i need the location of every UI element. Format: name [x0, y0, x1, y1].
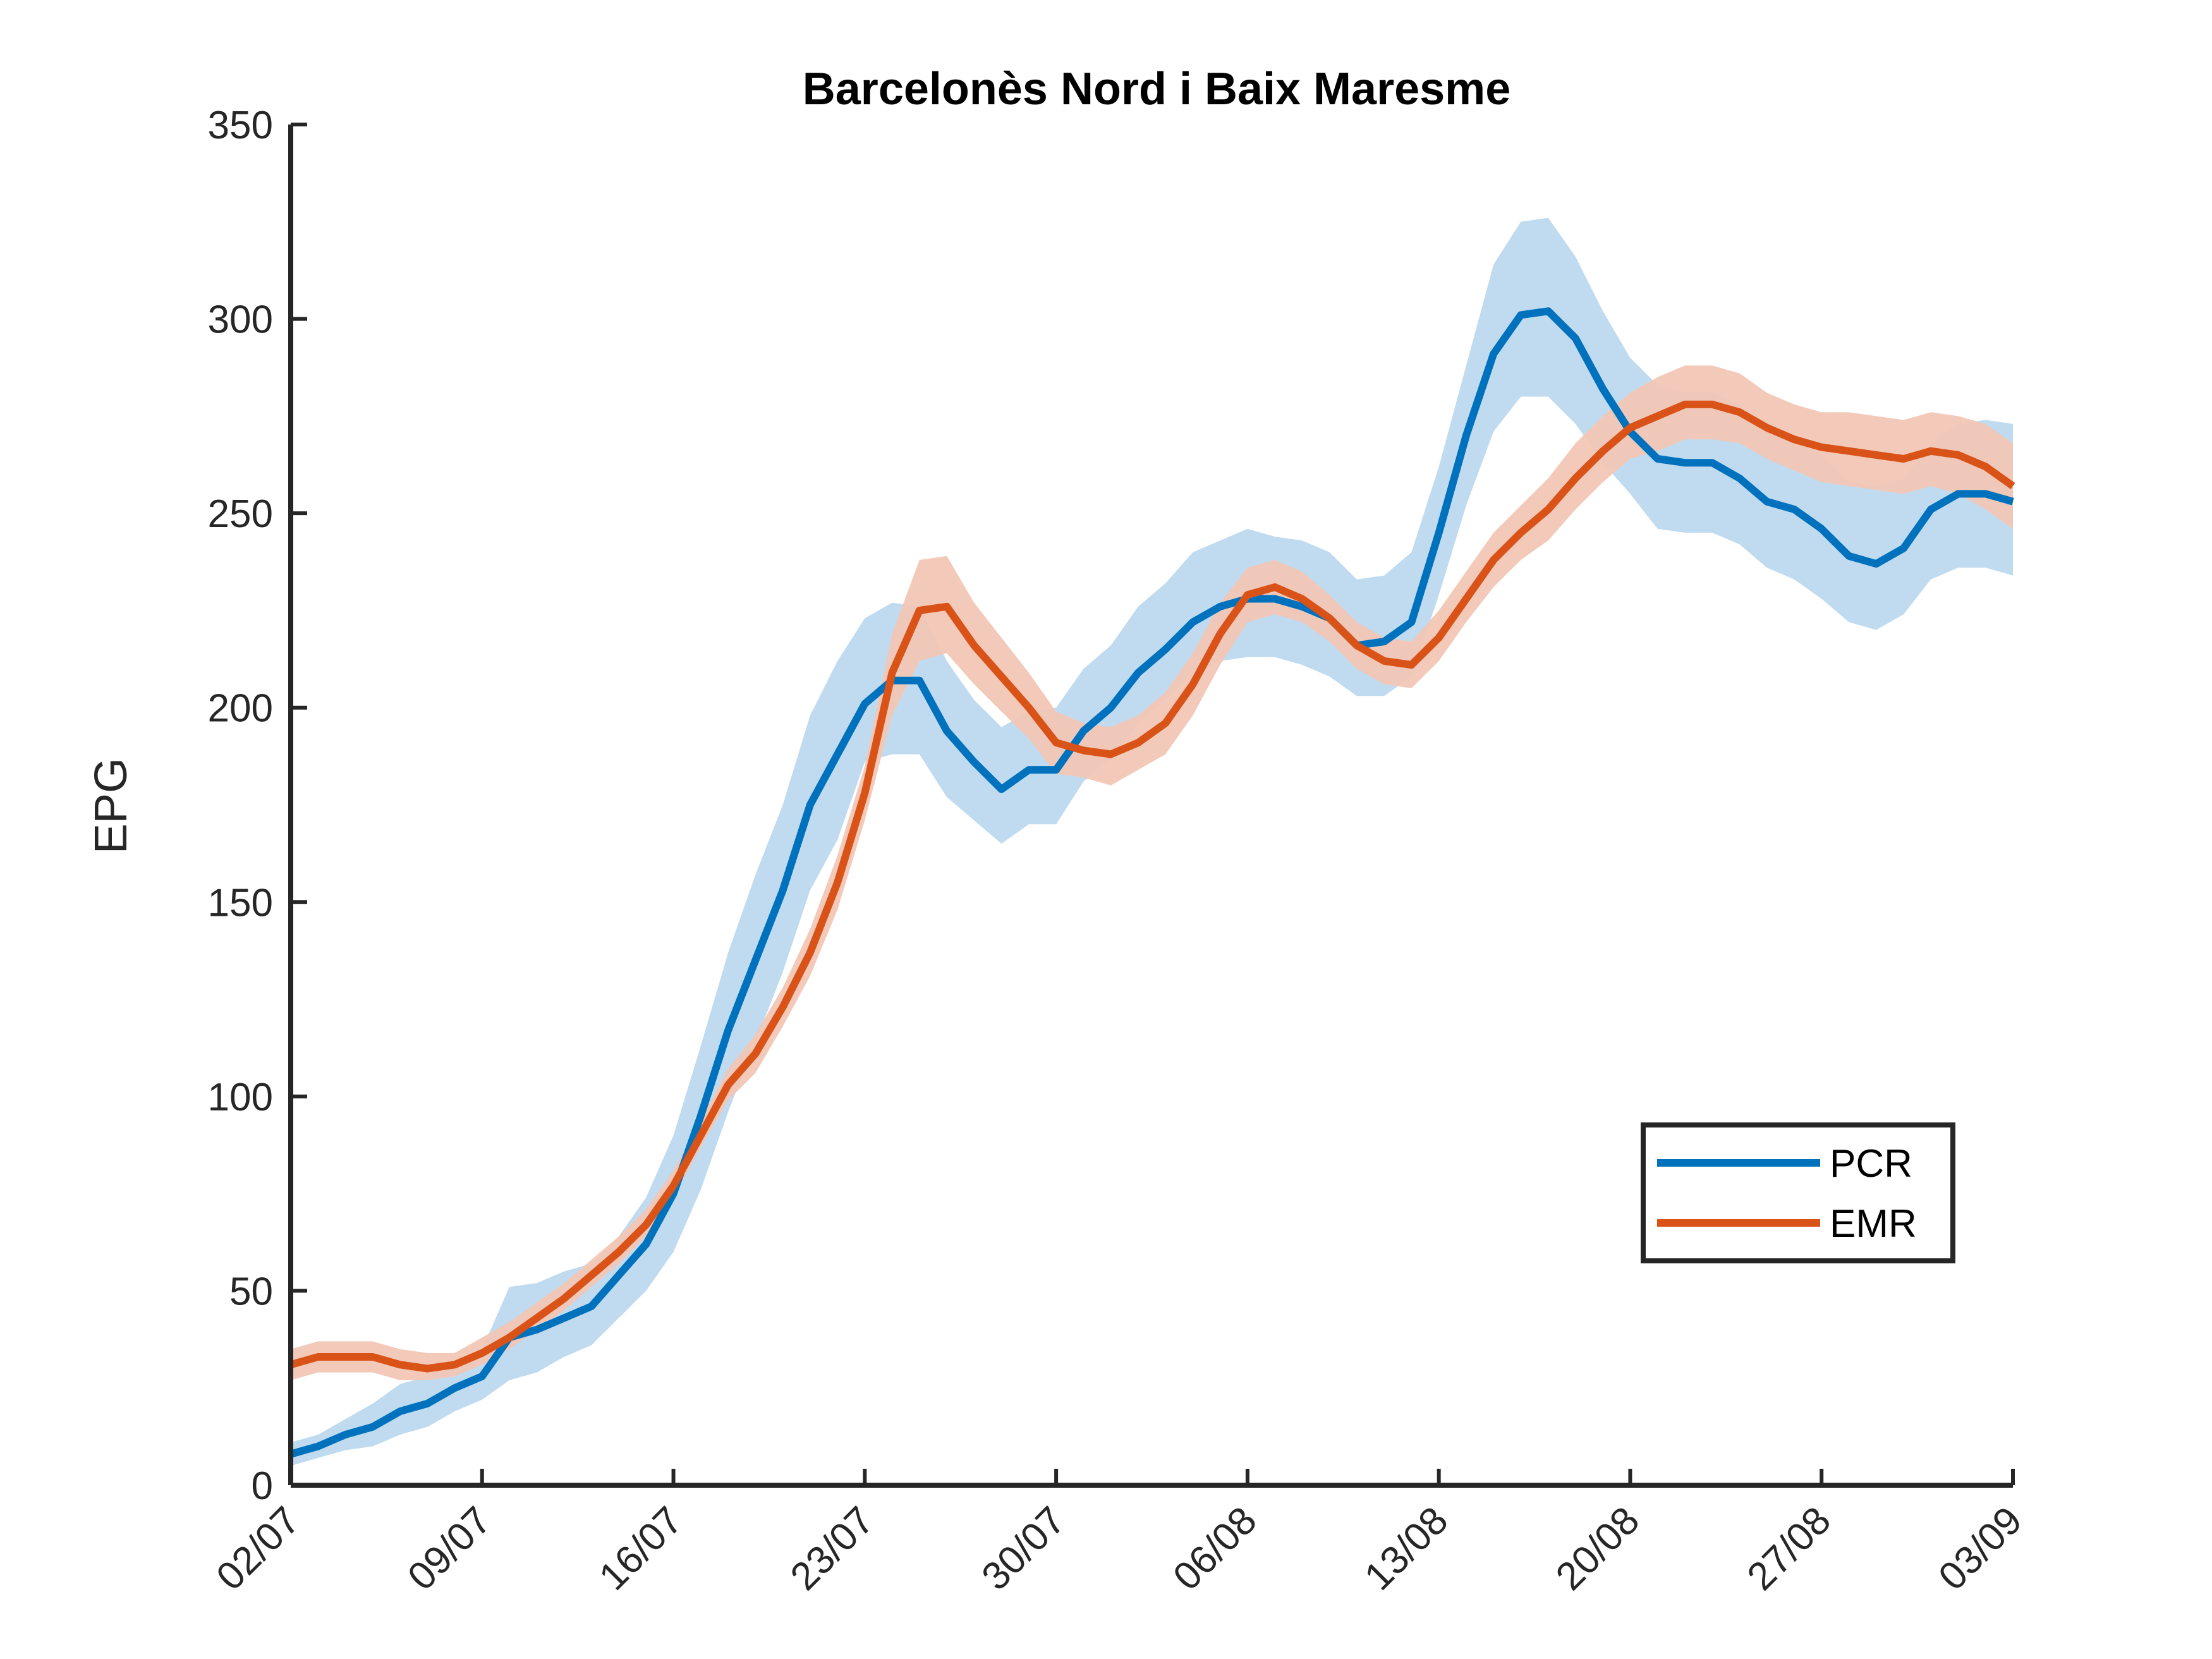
y-tick-label: 200: [208, 687, 273, 731]
y-tick-label: 300: [208, 298, 273, 342]
series-line-pcr: [289, 307, 2014, 1458]
legend-box: [1641, 1122, 1955, 1263]
y-tick-label: 350: [208, 104, 273, 147]
y-tick-label: 150: [208, 881, 273, 925]
legend-label-pcr: PCR: [1830, 1142, 1912, 1186]
y-tick-label: 250: [208, 492, 273, 536]
series-line-emr: [289, 400, 2015, 1373]
plot-area: [289, 217, 2015, 1466]
legend-label-emr: EMR: [1830, 1202, 1917, 1246]
y-tick-label: 100: [208, 1076, 273, 1119]
y-axis-label: EPG: [86, 758, 137, 854]
legend: PCR EMR: [1641, 1122, 1955, 1263]
confidence-band-emr: [291, 365, 2013, 1380]
y-tick-label: 50: [229, 1270, 273, 1313]
chart-title: Barcelonès Nord i Baix Maresme: [803, 64, 1510, 114]
y-tick-label: 0: [252, 1464, 273, 1508]
